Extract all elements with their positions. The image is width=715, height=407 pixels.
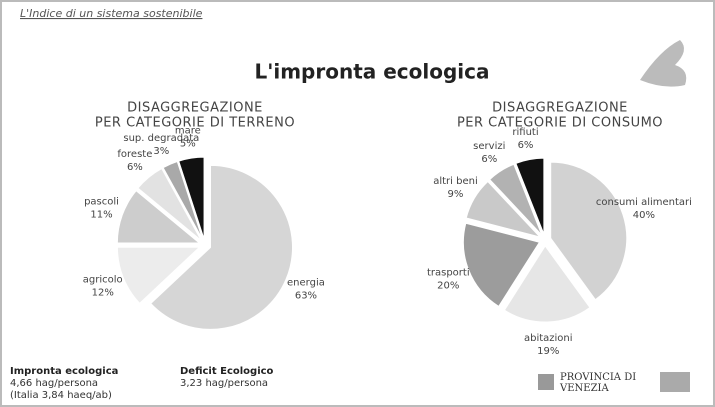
- slice-label: consumi alimentari: [596, 197, 692, 208]
- footprint-label: Impronta ecologica: [10, 366, 118, 377]
- slice-value: 6%: [481, 154, 497, 165]
- slice-label: mare: [175, 125, 201, 136]
- slice-value: 63%: [295, 291, 317, 302]
- province-logo: [538, 374, 554, 390]
- deficit-label: Deficit Ecologico: [180, 366, 274, 377]
- slice-label: agricolo: [83, 274, 123, 285]
- slice-label: abitazioni: [524, 333, 573, 344]
- slice-value: 19%: [537, 346, 559, 357]
- slice-value: 12%: [92, 287, 114, 298]
- slice-label: rifiuti: [512, 127, 538, 138]
- slice-value: 6%: [127, 162, 143, 173]
- slide-title: L'impronta ecologica: [254, 60, 489, 84]
- slice-label: pascoli: [84, 197, 119, 208]
- pie-title: PER CATEGORIE DI CONSUMO: [457, 116, 663, 131]
- slice-label: servizi: [473, 141, 505, 152]
- footprint-value: 4,66 hag/persona: [10, 378, 98, 389]
- deficit-value: 3,23 hag/persona: [180, 378, 268, 389]
- pie-title: DISAGGREGAZIONE: [127, 101, 263, 116]
- slice-label: foreste: [117, 149, 152, 160]
- province: PROVINCIA DI VENEZIA: [560, 372, 640, 394]
- slice-value: 5%: [180, 138, 196, 149]
- slice-label: altri beni: [433, 176, 478, 187]
- slice-label: energia: [287, 278, 325, 289]
- header: L'Indice di un sistema sostenibile: [20, 7, 203, 20]
- sponsor-logo: [660, 372, 690, 392]
- slice-value: 40%: [633, 210, 655, 221]
- pie-title: DISAGGREGAZIONE: [492, 101, 628, 116]
- slice-value: 20%: [437, 280, 459, 291]
- slice-value: 9%: [448, 189, 464, 200]
- slice-value: 6%: [518, 140, 534, 151]
- slide: L'Indice di un sistema sostenibile L'imp…: [0, 0, 715, 407]
- slice-label: trasporti: [427, 267, 470, 278]
- slice-value: 3%: [153, 146, 169, 157]
- footprint-italy: (Italia 3,84 haeq/ab): [10, 390, 112, 401]
- chart: L'Indice di un sistema sostenibile L'imp…: [0, 0, 715, 407]
- slice-value: 11%: [90, 210, 112, 221]
